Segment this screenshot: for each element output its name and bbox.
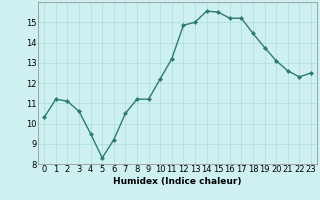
X-axis label: Humidex (Indice chaleur): Humidex (Indice chaleur) [113,177,242,186]
